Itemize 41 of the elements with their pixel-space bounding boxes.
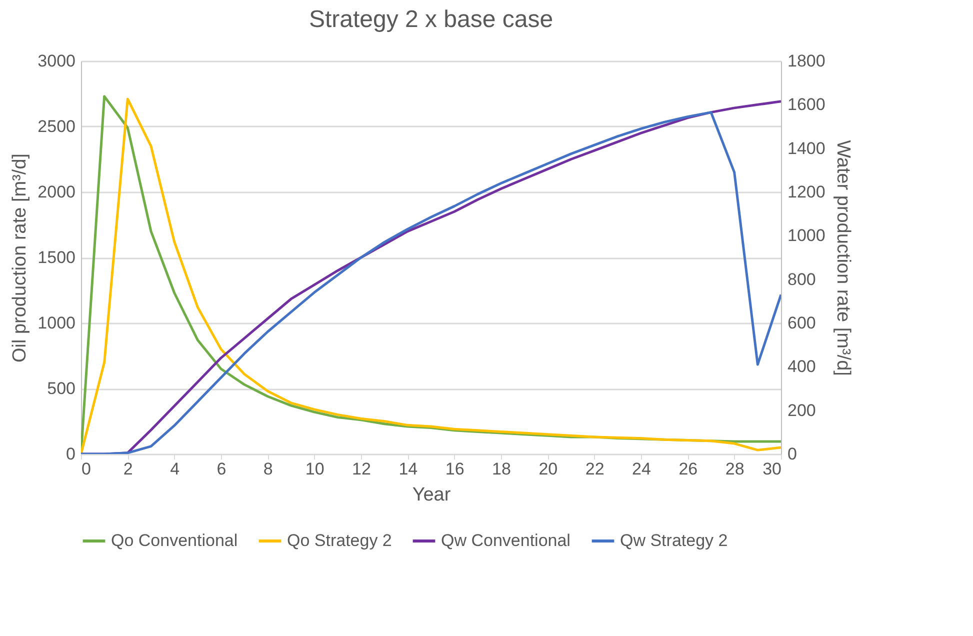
x-axis-title: Year	[412, 484, 452, 506]
x-tick-label: 16	[445, 460, 464, 478]
chart-title: Strategy 2 x base case	[308, 6, 554, 33]
x-tick-label: 10	[305, 460, 324, 478]
x-tick-label: 2	[123, 460, 133, 478]
y2-tick-label: 1400	[788, 138, 826, 158]
x-tick-label: 14	[398, 460, 418, 478]
y2-tick-label: 0	[788, 444, 797, 464]
legend-label: Qo Conventional	[111, 531, 238, 550]
y2-tick-label: 600	[788, 314, 816, 332]
x-tick-label: 30	[762, 460, 782, 478]
x-tick-label: 28	[725, 460, 744, 478]
x-tick-label: 24	[632, 460, 651, 478]
y2-tick-label: 200	[788, 400, 816, 420]
y2-tick-label: 400	[788, 357, 816, 376]
x-tick-label: 26	[678, 460, 698, 478]
x-tick-label: 4	[170, 460, 180, 478]
y2-axis-title: Water production rate [m³/d]	[832, 140, 854, 376]
y-tick-label: 500	[47, 379, 76, 398]
legend-label: Qw Conventional	[441, 531, 570, 550]
x-tick-label: 8	[263, 460, 273, 478]
x-tick-label: 0	[82, 460, 91, 478]
y2-tick-label: 1600	[788, 95, 826, 114]
x-tick-label: 6	[216, 460, 226, 478]
y-tick-label: 1500	[38, 248, 76, 267]
y-tick-label: 2500	[38, 117, 76, 136]
y-tick-label: 2000	[38, 182, 76, 202]
y-axis-title: Oil production rate [m³/d]	[10, 153, 31, 363]
legend-label: Qw Strategy 2	[620, 531, 728, 550]
y2-tick-label: 800	[788, 270, 816, 289]
x-tick-label: 18	[492, 460, 511, 478]
x-tick-label: 22	[585, 460, 604, 478]
y-tick-label: 1000	[38, 314, 76, 332]
y2-tick-label: 1000	[788, 226, 826, 246]
x-tick-label: 12	[352, 460, 371, 478]
y2-tick-label: 1200	[788, 182, 826, 202]
y-tick-label: 0	[66, 444, 76, 464]
y-tick-label: 3000	[38, 52, 76, 70]
y2-tick-label: 1800	[788, 52, 826, 70]
x-tick-label: 20	[538, 460, 558, 478]
legend-label: Qo Strategy 2	[287, 531, 392, 550]
